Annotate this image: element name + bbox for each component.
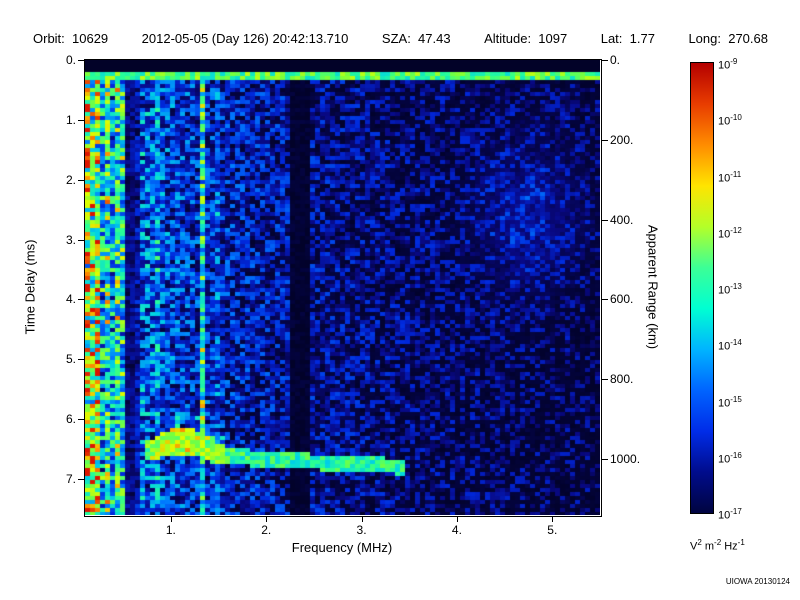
colorbar-tick-label: 10-12 [718, 225, 742, 241]
y-tick-label-right: 1000. [610, 452, 641, 467]
x-axis-label: Frequency (MHz) [291, 540, 393, 555]
y-tick-right [601, 139, 608, 141]
y-tick-label-right: 0. [610, 53, 621, 67]
y-tick-label-left: 0. [65, 53, 76, 67]
y-axis-label-left: Time Delay (ms) [22, 239, 38, 335]
y-tick-left [78, 239, 85, 241]
colorbar-tick-label: 10-10 [718, 113, 742, 128]
plot-frame [84, 59, 602, 517]
y-tick-label-right: 200. [610, 132, 634, 147]
y-tick-label-right: 400. [610, 212, 634, 227]
y-tick-right [601, 459, 608, 461]
x-tick-label: 1. [165, 523, 176, 537]
x-tick [361, 516, 363, 522]
header-item-5: Long: 270.68 [688, 31, 768, 46]
y-tick-label-left: 1. [65, 112, 76, 127]
colorbar-tick-label: 10-11 [718, 169, 742, 185]
colorbar-tick-label: 10-15 [718, 394, 742, 410]
y-tick-label-left: 4. [65, 292, 76, 307]
header-item-0: Orbit: 10629 [33, 31, 109, 46]
x-tick-label: 2. [261, 523, 272, 537]
credit-text: UIOWA 20130124 [725, 577, 790, 586]
y-tick-right [601, 60, 608, 61]
colorbar-unit-label: V2 m-2 Hz-1 [690, 538, 745, 553]
header-item-2: SZA: 47.43 [381, 31, 451, 46]
y-tick-right [601, 219, 608, 221]
header-item-4: Lat: 1.77 [600, 31, 655, 46]
y-tick-left [78, 119, 85, 121]
y-tick-right [601, 299, 608, 301]
y-tick-left [78, 179, 85, 181]
y-tick-label-right: 600. [610, 292, 634, 307]
colorbar [690, 62, 714, 514]
y-axis-label-right: Apparent Range (km) [645, 224, 661, 350]
y-tick-label-left: 3. [65, 232, 76, 247]
colorbar-tick-label: 10-14 [718, 338, 742, 353]
colorbar-tick-label: 10-9 [718, 57, 738, 72]
header-item-3: Altitude: 1097 [484, 31, 568, 46]
colorbar-tick-label: 10-13 [718, 282, 742, 297]
x-tick-label: 3. [356, 523, 367, 537]
x-tick-label: 5. [547, 523, 558, 537]
y-tick-left [78, 419, 85, 421]
y-tick-label-left: 2. [65, 172, 76, 187]
x-tick [266, 516, 268, 522]
y-tick-left [78, 479, 85, 481]
y-tick-label-left: 7. [65, 472, 76, 487]
y-tick-label-left: 5. [65, 352, 76, 367]
x-tick [170, 516, 172, 522]
y-tick-left [78, 60, 85, 61]
y-tick-label-left: 6. [65, 412, 76, 427]
y-tick-left [78, 359, 85, 361]
colorbar-tick-label: 10-17 [718, 507, 742, 522]
y-tick-right [601, 379, 608, 381]
x-tick-label: 4. [451, 523, 462, 537]
y-tick-label-right: 800. [610, 372, 634, 387]
header-item-1: 2012-05-05 (Day 126) 20:42:13.710 [141, 31, 349, 46]
x-tick [552, 516, 554, 522]
y-tick-left [78, 299, 85, 301]
x-tick [456, 516, 458, 522]
colorbar-tick-label: 10-16 [718, 450, 742, 466]
header-info: Orbit: 10629 2012-05-05 (Day 126) 20:42:1… [33, 31, 768, 46]
spectrogram-canvas [85, 60, 600, 515]
